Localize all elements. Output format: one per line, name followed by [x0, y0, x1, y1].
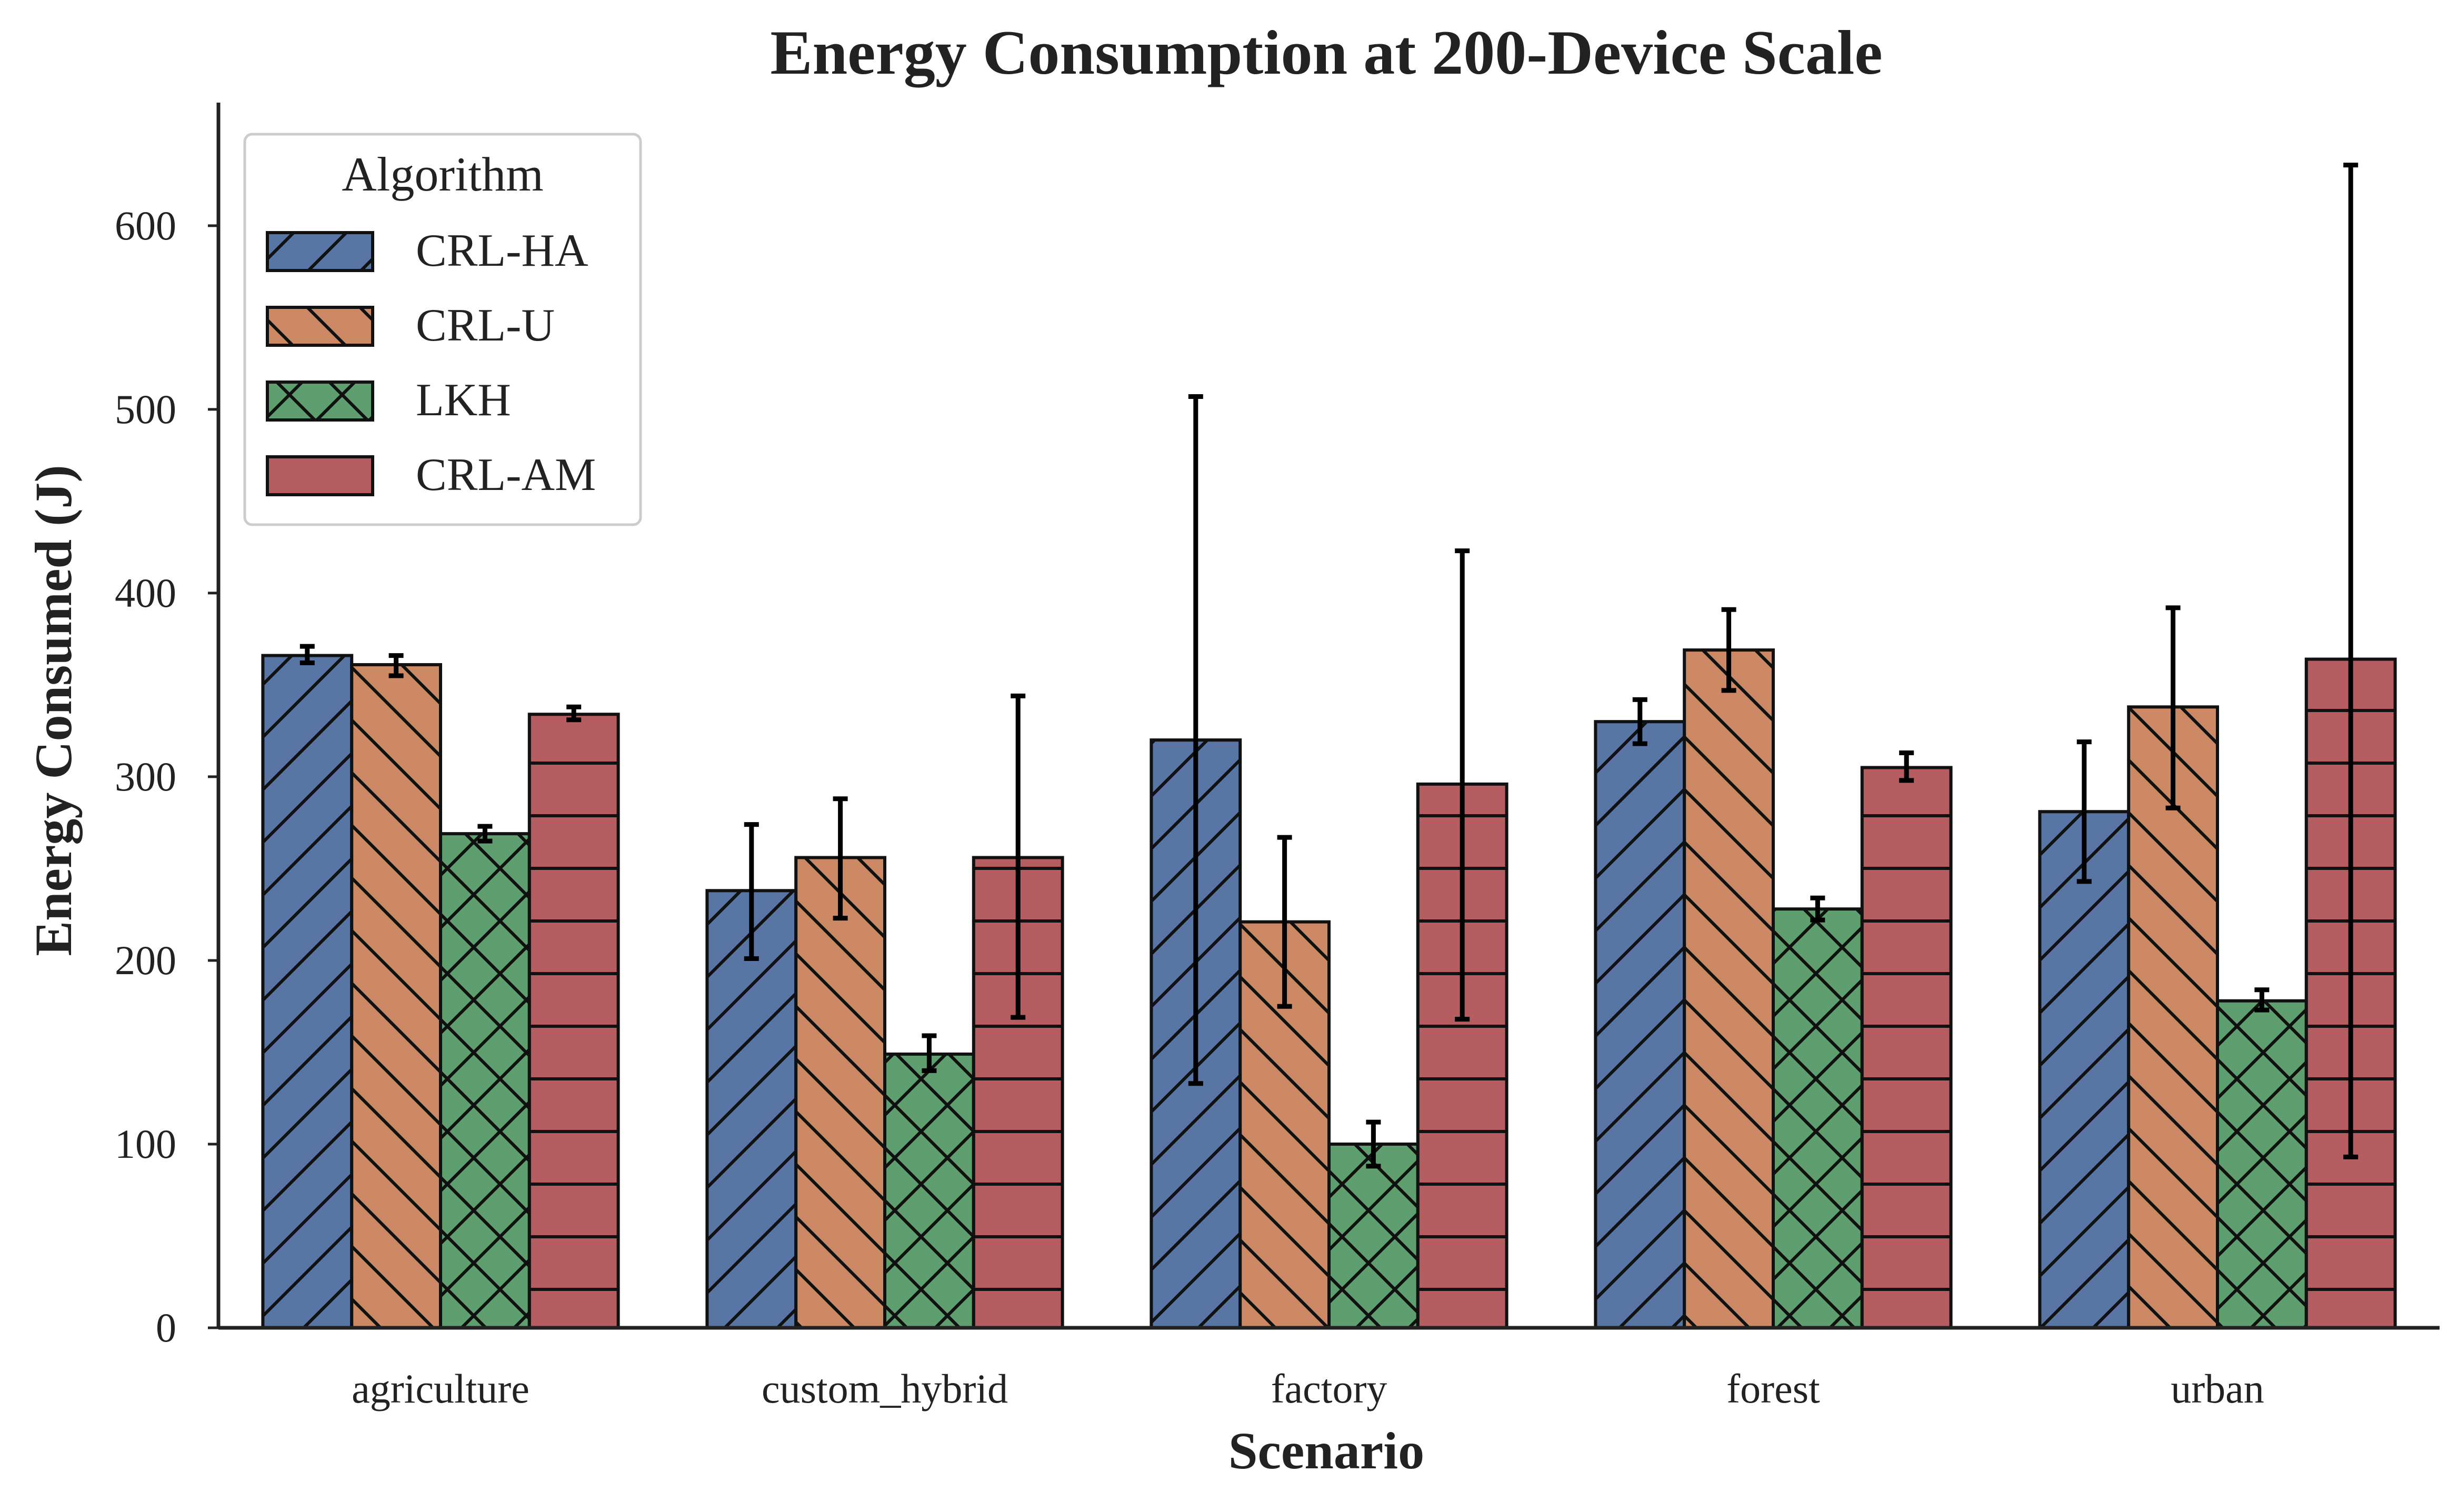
y-tick-label: 600: [115, 203, 176, 248]
legend-swatch: [266, 380, 374, 422]
legend-label: CRL-AM: [416, 449, 596, 500]
legend: Algorithm CRL-HA CRL-U LKH CRL-AM: [243, 133, 642, 526]
bars-group: [261, 648, 2397, 1330]
error-bar-crl-am-factory: [1455, 548, 1470, 1022]
bar-crl-ha-forest: [1594, 720, 1686, 1329]
y-tick-label: 400: [115, 570, 176, 616]
y-axis-label: Energy Consumed (J): [24, 465, 83, 956]
bar-crl-u-custom_hybrid: [794, 856, 886, 1329]
legend-swatch: [266, 231, 374, 272]
error-bar-crl-ha-urban: [2076, 739, 2092, 884]
x-tick-label-custom_hybrid: custom_hybrid: [762, 1366, 1008, 1411]
bar-lkh-custom_hybrid: [883, 1052, 975, 1329]
x-tick-label-forest: forest: [1726, 1366, 1820, 1411]
bar-crl-u-urban: [2127, 705, 2219, 1329]
legend-entry-lkh: LKH: [266, 375, 511, 426]
error-bar-crl-ha-factory: [1188, 394, 1203, 1086]
legend-swatch: [266, 455, 374, 496]
legend-label: CRL-U: [416, 300, 555, 351]
error-bar-crl-u-custom_hybrid: [833, 796, 848, 921]
legend-label: LKH: [416, 375, 511, 426]
legend-entry-crl-ha: CRL-HA: [266, 225, 588, 276]
legend-entry-crl-u: CRL-U: [266, 300, 555, 351]
error-bars-group: [299, 163, 2359, 1169]
error-bar-lkh-agriculture: [477, 824, 493, 844]
bar-lkh-urban: [2216, 999, 2308, 1329]
bar-crl-am-forest: [1860, 766, 1953, 1329]
bar-lkh-factory: [1327, 1142, 1420, 1330]
error-bar-lkh-custom_hybrid: [922, 1033, 937, 1073]
bar-crl-ha-custom_hybrid: [705, 889, 798, 1329]
bar-crl-ha-agriculture: [261, 654, 354, 1329]
bar-crl-am-agriculture: [527, 713, 620, 1329]
error-bar-crl-am-urban: [2343, 163, 2359, 1159]
error-bar-crl-u-agriculture: [388, 653, 404, 678]
x-ticks-group: agriculture custom_hybrid factory forest urb…: [352, 1366, 2264, 1411]
legend-swatch: [266, 306, 374, 347]
y-tick-label: 300: [115, 754, 176, 799]
error-bar-crl-ha-custom_hybrid: [744, 822, 759, 961]
bar-crl-u-forest: [1683, 648, 1775, 1329]
chart-title: Energy Consumption at 200-Device Scale: [770, 17, 1882, 88]
x-tick-label-urban: urban: [2171, 1366, 2264, 1411]
y-tick-label: 500: [115, 386, 176, 432]
y-tick-label: 100: [115, 1121, 176, 1167]
bar-crl-ha-urban: [2038, 810, 2131, 1329]
x-tick-label-factory: factory: [1271, 1366, 1387, 1411]
bar-lkh-forest: [1772, 907, 1864, 1330]
error-bar-crl-ha-agriculture: [299, 644, 315, 666]
x-axis-label: Scenario: [1228, 1421, 1424, 1480]
error-bar-lkh-urban: [2254, 987, 2270, 1013]
legend-entry-crl-am: CRL-AM: [266, 449, 596, 500]
error-bar-crl-am-forest: [1899, 750, 1914, 783]
error-bar-crl-am-agriculture: [566, 704, 582, 723]
bar-crl-u-factory: [1238, 920, 1331, 1329]
error-bar-lkh-forest: [1810, 895, 1825, 923]
error-bar-crl-u-forest: [1721, 607, 1736, 693]
x-tick-label-agriculture: agriculture: [352, 1366, 529, 1411]
y-ticks-group: 0 100 200 300 400 500 600: [115, 203, 218, 1350]
error-bar-crl-am-custom_hybrid: [1011, 693, 1026, 1020]
y-tick-label: 0: [156, 1305, 176, 1350]
error-bar-lkh-factory: [1366, 1119, 1381, 1169]
error-bar-crl-u-factory: [1277, 835, 1292, 1009]
legend-label: CRL-HA: [416, 225, 588, 276]
bar-crl-u-agriculture: [350, 663, 443, 1329]
y-tick-label: 200: [115, 937, 176, 983]
legend-title: Algorithm: [342, 147, 543, 201]
error-bar-crl-ha-forest: [1632, 697, 1647, 746]
bar-lkh-agriculture: [439, 832, 531, 1329]
error-bar-crl-u-urban: [2165, 605, 2181, 810]
